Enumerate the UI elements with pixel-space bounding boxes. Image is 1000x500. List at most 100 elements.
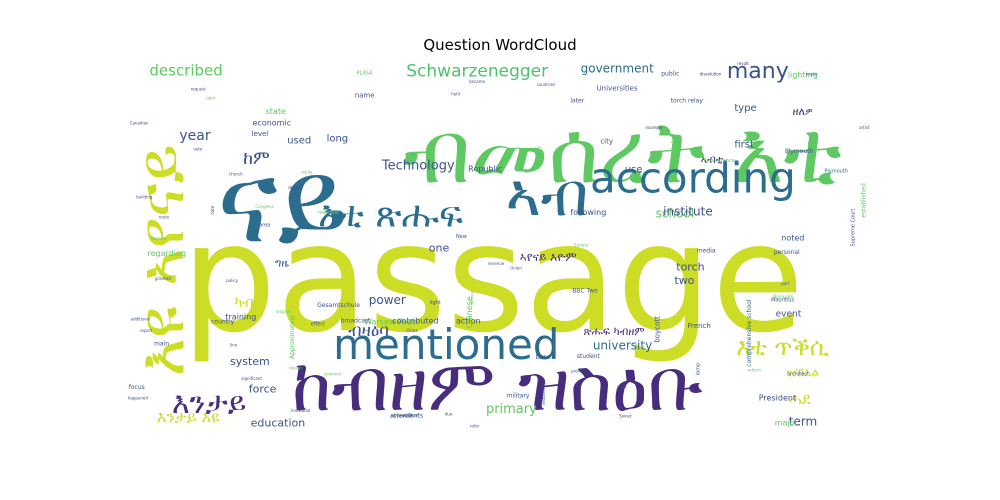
word-95: artist xyxy=(859,125,870,130)
word-6: mentioned xyxy=(333,320,559,369)
word-75: personal xyxy=(774,249,800,256)
word-42: use xyxy=(625,164,643,175)
word-34: ዘለዎ xyxy=(793,105,813,118)
word-120: New xyxy=(456,234,467,240)
word-122: original xyxy=(276,309,291,314)
word-115: report xyxy=(140,328,153,333)
word-31: ጽሑፍ ካብዘም xyxy=(583,325,644,338)
word-142: China xyxy=(406,328,418,333)
word-27: system xyxy=(230,355,270,368)
word-0: passage xyxy=(181,192,804,366)
word-138: typically xyxy=(536,145,541,162)
word-110: date xyxy=(210,205,215,215)
word-23: institute xyxy=(663,205,713,219)
word-10: many xyxy=(727,59,789,84)
word-37: torch xyxy=(676,261,704,274)
word-3: ከብዘም ዝስዕቡ xyxy=(292,343,703,427)
word-143: part xyxy=(781,281,790,286)
word-47: level xyxy=(252,130,269,138)
word-17: described xyxy=(149,61,222,79)
word-36: ግዜ xyxy=(275,257,289,270)
word-82: country xyxy=(211,318,234,325)
word-139: Union xyxy=(510,266,522,271)
word-44: long xyxy=(327,134,349,145)
word-55: French xyxy=(688,322,711,330)
word-62: lighting xyxy=(788,70,818,79)
word-58: Warsaw Pact xyxy=(364,317,415,326)
word-127: parliament xyxy=(390,414,412,419)
word-103: veto xyxy=(193,146,202,151)
word-137: Europe xyxy=(574,243,589,248)
word-99: countries xyxy=(537,82,556,87)
word-65: comprehensive school xyxy=(746,299,753,366)
word-57: Chinese xyxy=(465,296,474,328)
word-80: broadcast xyxy=(341,317,371,324)
word-70: take xyxy=(670,136,677,149)
word-73: Plymouth xyxy=(785,148,814,155)
word-43: used xyxy=(287,136,311,147)
word-78: Mauritius xyxy=(771,297,795,303)
word-67: Approximately xyxy=(289,315,296,359)
word-54: President xyxy=(759,393,796,402)
word-128: political xyxy=(403,413,419,418)
word-131: relationship xyxy=(541,381,546,405)
word-32: ኣየናይ እዮም xyxy=(520,250,577,264)
word-39: one xyxy=(429,241,450,254)
word-98: held xyxy=(451,92,460,97)
word-93: dissolution xyxy=(700,71,722,76)
word-46: economic xyxy=(253,118,292,127)
word-119: light xyxy=(430,300,441,306)
word-41: type xyxy=(734,103,756,114)
word-96: example xyxy=(645,125,663,130)
word-109: route xyxy=(159,215,170,220)
word-101: color xyxy=(206,95,216,100)
word-50: event xyxy=(776,310,802,320)
word-40: first xyxy=(734,139,754,150)
word-83: focus xyxy=(129,384,145,391)
word-90: Plymouth xyxy=(824,168,848,174)
word-144: base xyxy=(536,354,551,361)
word-106: study xyxy=(301,169,313,174)
word-88: lamp xyxy=(696,363,702,376)
word-107: Congress xyxy=(255,204,274,209)
word-13: እቲ ጥቕሲ xyxy=(736,333,829,361)
word-108: building xyxy=(136,194,152,199)
word-60: following xyxy=(570,208,606,217)
word-135: reform xyxy=(748,368,761,373)
word-126: individual xyxy=(291,408,310,413)
word-94: made xyxy=(806,71,818,76)
word-74: Supreme Court xyxy=(850,209,856,247)
word-cloud-area: passage ናይ ብመሰረት እቲ ከብዘም ዝስዕቡ እዩ ኣየናይ accordi… xyxy=(125,59,875,434)
word-48: training xyxy=(225,313,256,322)
word-26: power xyxy=(369,293,406,307)
word-92: revolt xyxy=(737,61,749,66)
word-25: education xyxy=(251,416,306,429)
word-118: area xyxy=(259,222,270,228)
word-24: term xyxy=(789,414,818,428)
word-68: name xyxy=(355,91,375,99)
chart-title: Question WordCloud xyxy=(423,36,577,54)
word-91: PLASA xyxy=(357,70,374,76)
word-71: public xyxy=(661,70,679,77)
word-4: እዩ ኣየናይ xyxy=(125,144,199,376)
word-100: request xyxy=(191,87,207,92)
word-117: member xyxy=(318,210,340,216)
word-123: line xyxy=(230,343,238,348)
word-38: two xyxy=(674,274,694,287)
word-53: major xyxy=(775,418,799,427)
word-97: became xyxy=(469,79,486,84)
word-8: እቲ ጽሑፍ xyxy=(318,194,463,235)
word-133: provinces xyxy=(571,368,590,373)
word-72: established xyxy=(861,183,868,218)
word-9: እንታይ xyxy=(172,386,246,421)
word-89: Renaissance xyxy=(703,158,734,164)
word-76: media xyxy=(697,247,716,254)
word-30: ዝኽእል xyxy=(787,365,820,379)
word-104: church xyxy=(229,171,243,176)
word-141: significant xyxy=(241,376,262,381)
word-86: student xyxy=(577,353,601,360)
word-22: school xyxy=(656,207,694,221)
word-1: ናይ xyxy=(217,136,349,270)
